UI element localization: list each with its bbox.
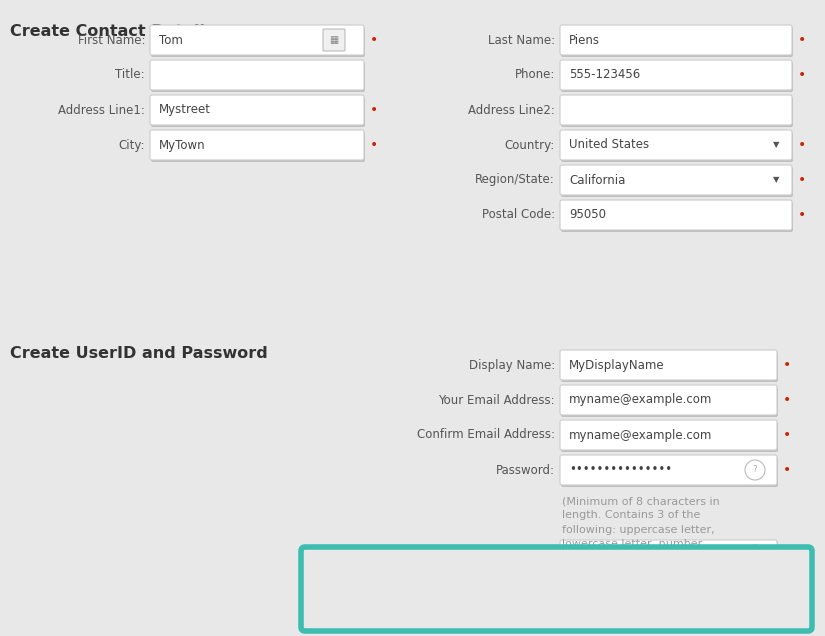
Text: •••••••••••••••: ••••••••••••••• [569,548,672,562]
Text: •: • [798,589,806,603]
FancyBboxPatch shape [561,457,778,487]
Text: ▦: ▦ [329,35,338,45]
Text: Country:: Country: [505,139,555,151]
FancyBboxPatch shape [150,25,364,55]
FancyBboxPatch shape [560,385,777,415]
Text: MyTown: MyTown [159,139,205,151]
FancyBboxPatch shape [560,200,792,230]
Text: Confirm Password:: Confirm Password: [446,548,555,562]
Text: or: or [457,591,469,601]
Text: Mystreet: Mystreet [159,104,211,116]
FancyBboxPatch shape [561,202,793,232]
FancyBboxPatch shape [150,60,364,90]
FancyBboxPatch shape [151,132,365,162]
FancyBboxPatch shape [546,551,792,579]
FancyBboxPatch shape [151,97,365,127]
Text: •: • [798,208,806,222]
Text: Region/State:: Region/State: [475,174,555,186]
Text: myname@example.com: myname@example.com [569,394,712,406]
FancyBboxPatch shape [560,350,777,380]
Text: or: or [457,560,469,570]
FancyBboxPatch shape [561,167,793,197]
Text: Device Serial Number: Device Serial Number [317,558,446,572]
FancyBboxPatch shape [560,455,777,485]
Text: Create Contact Details: Create Contact Details [10,24,214,39]
Text: ?: ? [752,466,757,474]
Text: Your Email Address:: Your Email Address: [438,394,555,406]
FancyBboxPatch shape [561,97,793,127]
Text: Tom: Tom [159,34,183,46]
Text: Create UserID and Password: Create UserID and Password [10,346,268,361]
Text: •: • [798,138,806,152]
FancyBboxPatch shape [560,25,792,55]
FancyBboxPatch shape [546,582,792,610]
FancyBboxPatch shape [323,29,345,51]
Text: United States: United States [569,139,649,151]
Text: Display Name:: Display Name: [469,359,555,371]
Text: Auth Code:: Auth Code: [473,558,539,572]
Text: ▼: ▼ [773,176,780,184]
FancyBboxPatch shape [547,553,793,581]
Text: •: • [798,173,806,187]
FancyBboxPatch shape [560,95,792,125]
Text: •••••••••••••••: ••••••••••••••• [569,464,672,476]
Text: •: • [798,33,806,47]
Text: Password:: Password: [496,464,555,476]
Text: 555-123456: 555-123456 [569,69,640,81]
Text: 95050: 95050 [569,209,606,221]
Text: City:: City: [119,139,145,151]
Text: Customer Id:: Customer Id: [473,590,549,602]
FancyBboxPatch shape [561,387,778,417]
FancyBboxPatch shape [561,132,793,162]
Text: •: • [783,463,791,477]
FancyBboxPatch shape [150,95,364,125]
FancyBboxPatch shape [547,584,793,612]
Text: Title:: Title: [116,69,145,81]
Text: Address Line1:: Address Line1: [58,104,145,116]
Text: MyDisplayName: MyDisplayName [569,359,665,371]
Text: ?: ? [752,551,757,560]
FancyBboxPatch shape [560,540,777,570]
FancyBboxPatch shape [560,130,792,160]
FancyBboxPatch shape [151,27,365,57]
Text: •: • [783,548,791,562]
Text: California: California [569,174,625,186]
Text: •: • [370,33,378,47]
Text: Address Line2:: Address Line2: [468,104,555,116]
Text: Phone:: Phone: [515,69,555,81]
Text: •: • [370,103,378,117]
FancyBboxPatch shape [301,547,812,631]
Text: Sales Order Number: Sales Order Number [317,590,437,602]
Text: Postal Code:: Postal Code: [482,209,555,221]
FancyBboxPatch shape [560,420,777,450]
Text: ▼: ▼ [773,141,780,149]
Text: (Minimum of 8 characters in
length. Contains 3 of the
following: uppercase lette: (Minimum of 8 characters in length. Cont… [562,496,719,563]
FancyBboxPatch shape [561,422,778,452]
Text: •: • [370,138,378,152]
FancyBboxPatch shape [560,165,792,195]
FancyBboxPatch shape [150,130,364,160]
FancyBboxPatch shape [561,352,778,382]
Text: Piens: Piens [569,34,600,46]
Text: •: • [783,393,791,407]
FancyBboxPatch shape [151,62,365,92]
FancyBboxPatch shape [560,60,792,90]
Text: •: • [798,68,806,82]
FancyBboxPatch shape [561,542,778,572]
FancyBboxPatch shape [561,27,793,57]
Text: myname@example.com: myname@example.com [569,429,712,441]
Text: •: • [798,558,806,572]
Text: Confirm Email Address:: Confirm Email Address: [417,429,555,441]
FancyBboxPatch shape [561,62,793,92]
Text: Last Name:: Last Name: [488,34,555,46]
Text: •: • [783,428,791,442]
Text: First Name:: First Name: [78,34,145,46]
Text: •: • [783,358,791,372]
